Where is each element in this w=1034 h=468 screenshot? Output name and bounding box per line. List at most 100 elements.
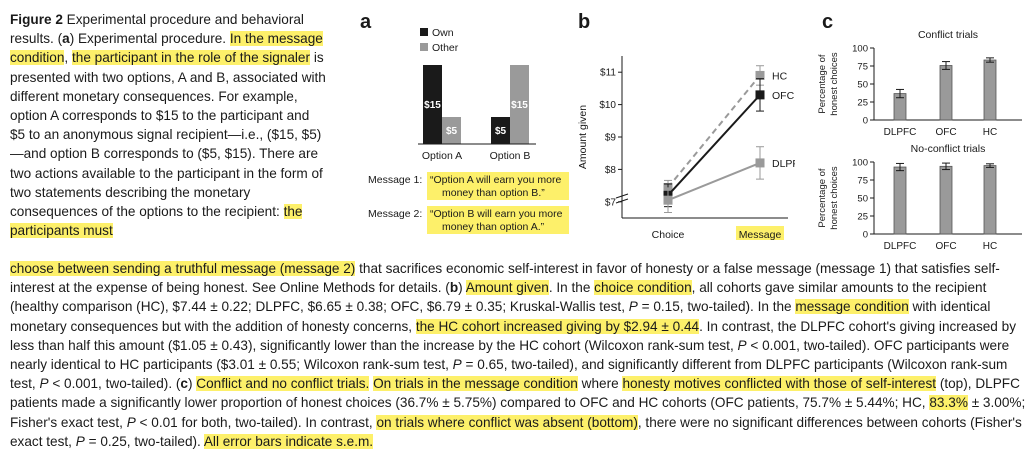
highlight-no-conflict: on trials where conflict was absent (bot… [376,414,638,430]
message-2-highlight [427,206,569,234]
caption-text: = 0.25, two-tailed). [88,433,201,449]
caption-text: ) Experimental procedure. [69,31,227,47]
message-2-line-2: money than option A.” [442,221,545,233]
highlight-trials-message-condition: On trials in the message condition [373,376,578,392]
series-label-dlpfc: DLPFC [772,158,795,170]
x-tick-label: HC [983,241,997,252]
option-a-own-bar [423,65,442,144]
legend-other-swatch [420,43,428,51]
highlight-amount-given: Amount given [465,280,549,296]
highlight-message-condition-2: message condition [795,299,909,315]
series-line-ofc [667,94,761,196]
caption-text: . In the [548,280,591,296]
y-tick-label: $11 [600,68,616,79]
figure-caption-top: Figure 2 Experimental procedure and beha… [10,10,328,240]
message-2-label: Message 2: [368,208,422,220]
highlight-conflict-trials: Conflict and no conflict trials. [196,376,370,392]
caption-text: where [581,376,619,392]
highlight-error-bars: All error bars indicate s.e.m. [203,433,374,449]
panel-a-diagram: a Own Other $15 $5 $5 $15 Option A Optio… [360,11,569,234]
caption-text: , there were no significant differences … [10,414,1022,449]
no-conflict-trials-chart: No-conflict trials 0 25 50 75 100 Percentage o… [817,143,1022,252]
series-line-hc [667,74,761,189]
message-2-line-1: “Option B will earn you more [430,208,563,220]
data-point-ofc [755,90,765,100]
panel-ref-b: b [449,280,459,296]
bar-hc [983,165,997,235]
caption-text: ± 3.00%; Fisher's exact test, [10,395,1026,430]
panel-ref-c: c [180,376,188,392]
data-point-dlpfc [755,158,765,168]
caption-text: (top), DLPFC patients made a significant… [10,376,1020,411]
chart-title: Conflict trials [918,29,978,41]
y-axis-label: Amount given [577,105,589,169]
p-symbol: P [452,357,462,373]
bar-dlpfc [893,166,907,235]
option-a-own-value: $15 [424,100,441,111]
caption-paragraph-bottom: choose between sending a truthful messag… [10,259,1026,451]
panel-b-letter: b [578,11,590,33]
bar-hc [983,59,997,121]
x-tick-label: DLPFC [884,127,917,138]
y-tick-label: $10 [599,100,616,111]
x-tick-label: Message [739,229,782,240]
y-tick-label: $7 [605,197,617,208]
panel-b-chart: b $7 $8 $9 $10 $11 Choice Message Amount given H… [577,11,795,240]
option-a-other-value: $5 [446,126,458,137]
option-b-own-bar [491,117,510,144]
y-tick-label: 50 [857,80,868,91]
highlight-choice-condition: choice condition [594,280,692,296]
option-b-label: Option B [490,150,531,162]
y-tick-label: 100 [852,44,868,55]
y-tick-label: 25 [857,212,868,223]
data-point-hc [755,70,765,80]
y-tick-label: $9 [605,133,617,144]
p-symbol: P [628,299,638,315]
caption-text: = 0.65, two-tailed), and significantly d… [10,357,1008,392]
panel-ref-a: a [62,31,70,47]
message-1-line-2: money than option B.” [442,187,545,199]
y-tick-label: 0 [863,116,868,127]
y-axis-label: Percentage of [817,54,828,114]
bar-ofc [939,165,953,235]
panel-c-letter: c [822,11,833,33]
p-symbol: P [75,433,85,449]
caption-text: ) [187,376,193,392]
panel-c-charts: c Conflict trials 0 25 50 75 100 Percentage of… [817,11,1022,252]
x-tick-label: OFC [935,127,956,138]
series-label-ofc: OFC [772,90,795,102]
legend-own-label: Own [432,27,454,39]
option-b-own-value: $5 [495,126,507,137]
axis-break-mark [615,198,629,204]
panel-a-letter: a [360,11,372,33]
caption-text: , [64,50,69,66]
y-tick-label: $8 [605,165,617,176]
message-1-highlight [427,172,569,200]
option-b-other-bar [510,65,529,144]
caption-text: . In contrast, the DLPFC cohort's giving… [10,318,1017,353]
option-a-label: Option A [422,150,462,162]
x-tick-label: OFC [935,241,956,252]
y-tick-label: 75 [857,176,868,187]
highlight-honesty-motives: honesty motives conflicted with those of… [622,376,937,392]
panel-b-plot-area: $7 $8 $9 $10 $11 Choice Message Amount given HC O… [577,56,795,240]
caption-text: with identical monetary consequences but… [10,299,991,334]
highlight-truthful-message: choose between sending a truthful messag… [10,261,356,276]
caption-text: , all cohorts gave similar amounts to th… [10,280,987,315]
y-tick-label: 25 [857,98,868,109]
message-1-label: Message 1: [368,174,422,186]
y-axis-label: honest choices [829,166,840,230]
x-tick-label: HC [983,127,997,138]
chart-title: No-conflict trials [911,143,986,155]
conflict-trials-chart: Conflict trials 0 25 50 75 100 Percentage of ho… [817,29,1022,138]
highlight-signaler: the participant in the role of the signa… [71,50,311,66]
x-tick-highlight [736,226,784,240]
caption-text: is presented with two options, A and B, … [10,50,326,220]
series-line-dlpfc [667,161,761,202]
p-symbol: P [39,376,49,392]
caption-text: < 0.01 for both, two-tailed). In contras… [139,414,373,430]
highlight-hc-percentage: 83.3% [929,395,968,411]
legend-own-swatch [420,28,428,36]
x-tick-label: DLPFC [884,241,917,252]
option-b-other-value: $15 [511,100,528,111]
